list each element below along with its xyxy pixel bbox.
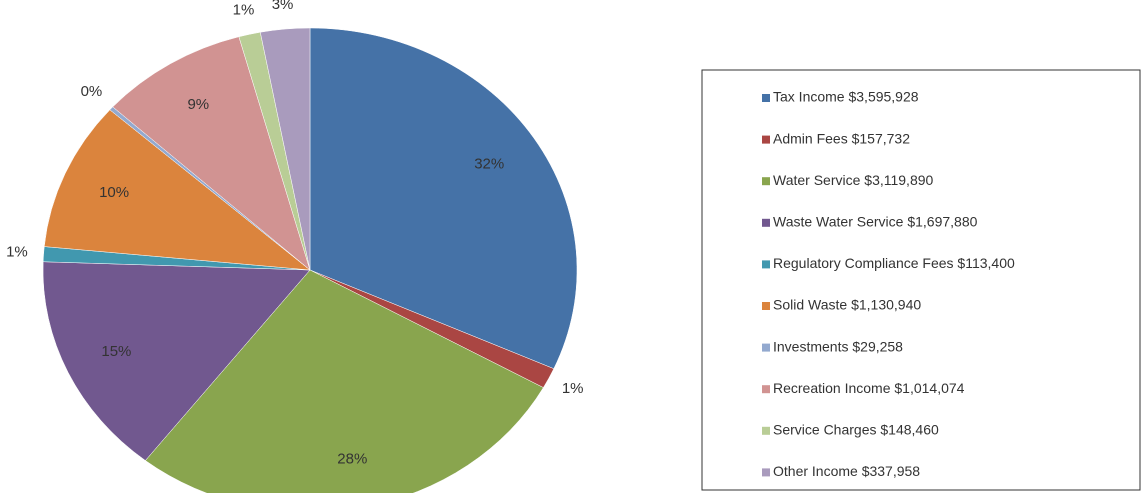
data-label: 1% bbox=[233, 2, 255, 19]
data-label: 15% bbox=[101, 343, 131, 360]
legend-marker bbox=[762, 260, 770, 269]
legend: Tax Income $3,595,928 Admin Fees $157,732… bbox=[762, 89, 1015, 479]
legend-label: Solid Waste $1,130,940 bbox=[773, 297, 921, 313]
legend-marker bbox=[762, 302, 770, 310]
legend-label: Investments $29,258 bbox=[773, 338, 903, 354]
legend-marker bbox=[762, 94, 770, 102]
legend-label: Waste Water Service $1,697,880 bbox=[773, 214, 978, 230]
legend-marker bbox=[762, 218, 770, 227]
slice bbox=[112, 36, 311, 271]
data-label: 1% bbox=[6, 244, 28, 261]
legend-label: Regulatory Compliance Fees $113,400 bbox=[773, 255, 1015, 271]
legend-marker bbox=[762, 426, 770, 435]
legend-label: Recreation Income $1,014,074 bbox=[773, 380, 965, 396]
legend-label: Water Service $3,119,890 bbox=[773, 172, 934, 188]
legend-marker bbox=[762, 177, 770, 186]
slice bbox=[43, 109, 311, 271]
legend-label: Tax Income $3,595,928 bbox=[773, 89, 919, 105]
legend-marker bbox=[762, 385, 770, 394]
slice bbox=[145, 269, 544, 493]
slice bbox=[309, 27, 578, 370]
data-label: 10% bbox=[99, 184, 129, 201]
legend-label: Other Income $337,958 bbox=[773, 463, 920, 479]
data-label: 3% bbox=[272, 0, 294, 13]
legend-box bbox=[701, 69, 1141, 491]
slice bbox=[42, 261, 311, 461]
legend-marker bbox=[762, 343, 770, 352]
data-label: 0% bbox=[81, 83, 103, 100]
legend-marker bbox=[762, 468, 770, 477]
data-label: 9% bbox=[187, 96, 209, 113]
pie: 32% 1% 28% 15% 1% 10% 0% 9% 1% 3% bbox=[6, 0, 584, 493]
data-label: 1% bbox=[562, 380, 584, 397]
data-label: 28% bbox=[337, 451, 367, 468]
legend-label: Service Charges $148,460 bbox=[773, 422, 939, 438]
data-label: 32% bbox=[474, 156, 504, 173]
legend-marker bbox=[762, 135, 770, 144]
legend-label: Admin Fees $157,732 bbox=[773, 130, 910, 146]
slice bbox=[260, 27, 311, 271]
